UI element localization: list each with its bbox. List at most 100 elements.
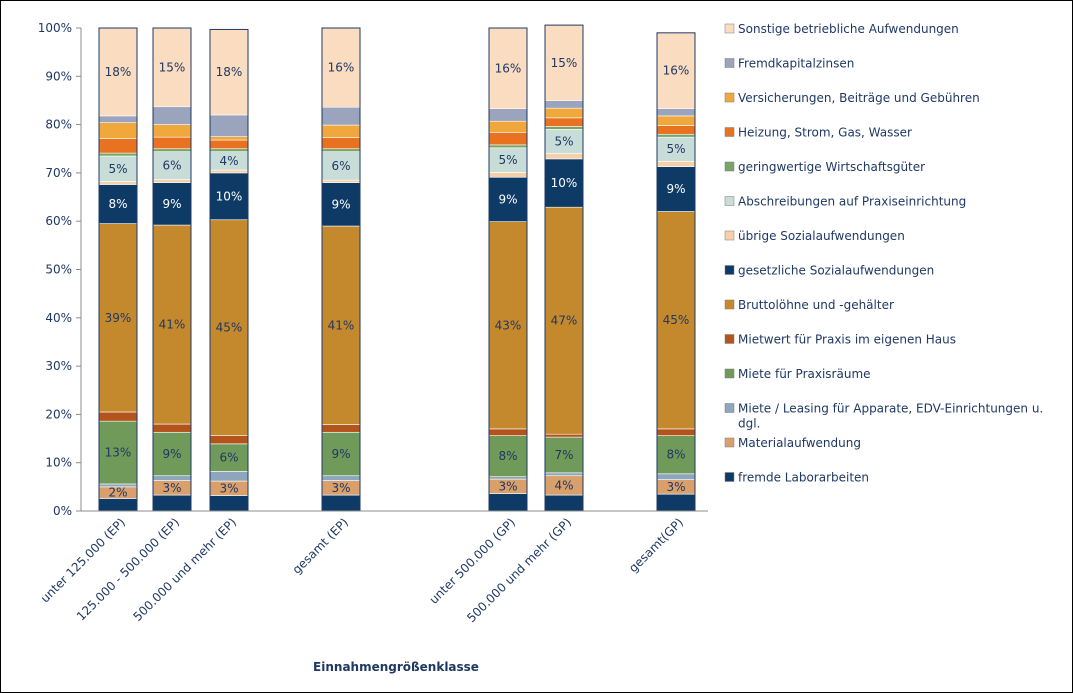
bar-segment — [656, 115, 696, 126]
x-axis-title: Einnahmengrößenklasse — [313, 660, 479, 674]
data-label: 7% — [554, 448, 573, 462]
bar-segment — [321, 475, 361, 481]
legend-item: Miete für Praxisräume — [724, 367, 871, 381]
data-label: 10% — [216, 189, 243, 203]
legend-swatch — [724, 58, 735, 68]
bar-segment — [321, 179, 361, 183]
y-tick-label: 80% — [45, 118, 72, 132]
data-label: 39% — [105, 311, 132, 325]
bar-segment — [321, 106, 361, 126]
bar-segment — [656, 435, 696, 475]
data-label: 5% — [498, 153, 517, 167]
bar-segment — [656, 108, 696, 117]
legend-swatch — [724, 368, 735, 379]
bar-segment — [152, 179, 192, 183]
data-label: 5% — [554, 135, 573, 149]
legend-item: Sonstige betriebliche Aufwendungen — [724, 22, 959, 36]
bar-segment — [656, 161, 696, 167]
legend-item: Heizung, Strom, Gas, Wasser — [724, 126, 912, 140]
bar-segment — [488, 476, 528, 480]
legend-item: fremde Laborarbeiten — [724, 471, 869, 485]
bar-segment — [98, 122, 138, 139]
data-label: 9% — [498, 192, 517, 206]
data-label: 9% — [331, 197, 350, 211]
data-label: 4% — [219, 154, 238, 168]
bar-segment — [656, 136, 696, 162]
bar-segment — [488, 176, 528, 222]
bar-segment — [152, 224, 192, 425]
x-tick-label: 500.000 und mehr (GP) — [464, 515, 574, 625]
legend-item: Mietwert für Praxis im eigenen Haus — [724, 333, 956, 347]
legend-label: Bruttolöhne und -gehälter — [738, 298, 894, 312]
bar-segment — [544, 494, 584, 512]
bar-segment — [98, 27, 138, 117]
bar-segment — [98, 483, 138, 488]
data-label: 9% — [331, 447, 350, 461]
data-label: 4% — [554, 478, 573, 492]
bars: 2%13%39%8%5%18%3%9%41%9%6%15%3%6%45%10%4… — [98, 24, 696, 512]
legend-label: Abschreibungen auf Praxiseinrichtung — [738, 195, 966, 209]
legend-swatch — [724, 472, 735, 482]
bar-segment — [656, 32, 696, 109]
data-label: 9% — [162, 197, 181, 211]
data-label: 3% — [666, 480, 685, 494]
bar-segment — [152, 475, 192, 481]
legend-swatch — [724, 127, 735, 137]
data-label: 13% — [105, 446, 132, 460]
bar-segment — [152, 148, 192, 152]
bar-segment — [321, 137, 361, 150]
bar-segment — [544, 206, 584, 435]
x-tick-label: 125.000 - 500.000 (EP) — [74, 515, 182, 623]
bar-segment — [656, 428, 696, 436]
bar-segment — [544, 117, 584, 127]
x-axis: unter 125.000 (EP)125.000 - 500.000 (EP)… — [38, 510, 708, 625]
legend-label: Mietwert für Praxis im eigenen Haus — [738, 333, 956, 347]
bar-segment — [321, 225, 361, 425]
legend-swatch — [724, 403, 735, 413]
bar-segment — [544, 153, 584, 160]
data-label: 8% — [498, 449, 517, 463]
legend-label: Versicherungen, Beiträge und Gebühren — [738, 91, 980, 105]
legend-label: Miete für Praxisräume — [738, 367, 871, 381]
data-label: 18% — [216, 65, 243, 79]
legend-item: Fremdkapitalzinsen — [724, 57, 854, 71]
bar-segment — [152, 182, 192, 226]
legend-swatch — [724, 23, 735, 34]
bar-segment — [488, 120, 528, 133]
data-label: 5% — [666, 142, 685, 156]
legend-swatch — [724, 437, 735, 448]
bar-segment — [544, 100, 584, 109]
data-label: 2% — [108, 486, 127, 500]
y-tick-label: 0% — [53, 504, 72, 518]
bar-segment — [544, 107, 584, 119]
legend-item: Bruttolöhne und -gehälter — [724, 298, 894, 312]
data-label: 6% — [219, 451, 238, 465]
bar-segment — [321, 151, 361, 181]
bar-segment — [98, 115, 138, 123]
legend-swatch — [724, 92, 735, 103]
bar-segment — [321, 424, 361, 433]
y-tick-label: 20% — [45, 407, 72, 421]
bar-segment — [152, 124, 192, 138]
bar-segment — [209, 139, 249, 150]
bar-segment — [321, 494, 361, 512]
legend-item: übrige Sozialaufwendungen — [724, 229, 905, 243]
bar-segment — [488, 493, 528, 512]
bar-segment — [209, 114, 249, 137]
x-tick-label: gesamt(GP) — [626, 515, 686, 575]
legend-swatch — [724, 265, 735, 275]
y-tick-label: 30% — [45, 359, 72, 373]
legend-label: Sonstige betriebliche Aufwendungen — [738, 22, 959, 36]
data-label: 3% — [331, 481, 350, 495]
y-tick-label: 70% — [45, 166, 72, 180]
legend-swatch — [724, 230, 735, 241]
data-label: 5% — [108, 162, 127, 176]
bar-segment — [209, 29, 249, 116]
data-label: 8% — [666, 448, 685, 462]
legend-label: dgl. — [738, 417, 760, 431]
legend-item: geringwertige Wirtschaftsgüter — [724, 160, 925, 174]
legend-swatch — [724, 196, 735, 206]
data-label: 45% — [663, 313, 690, 327]
data-label: 15% — [159, 60, 186, 74]
